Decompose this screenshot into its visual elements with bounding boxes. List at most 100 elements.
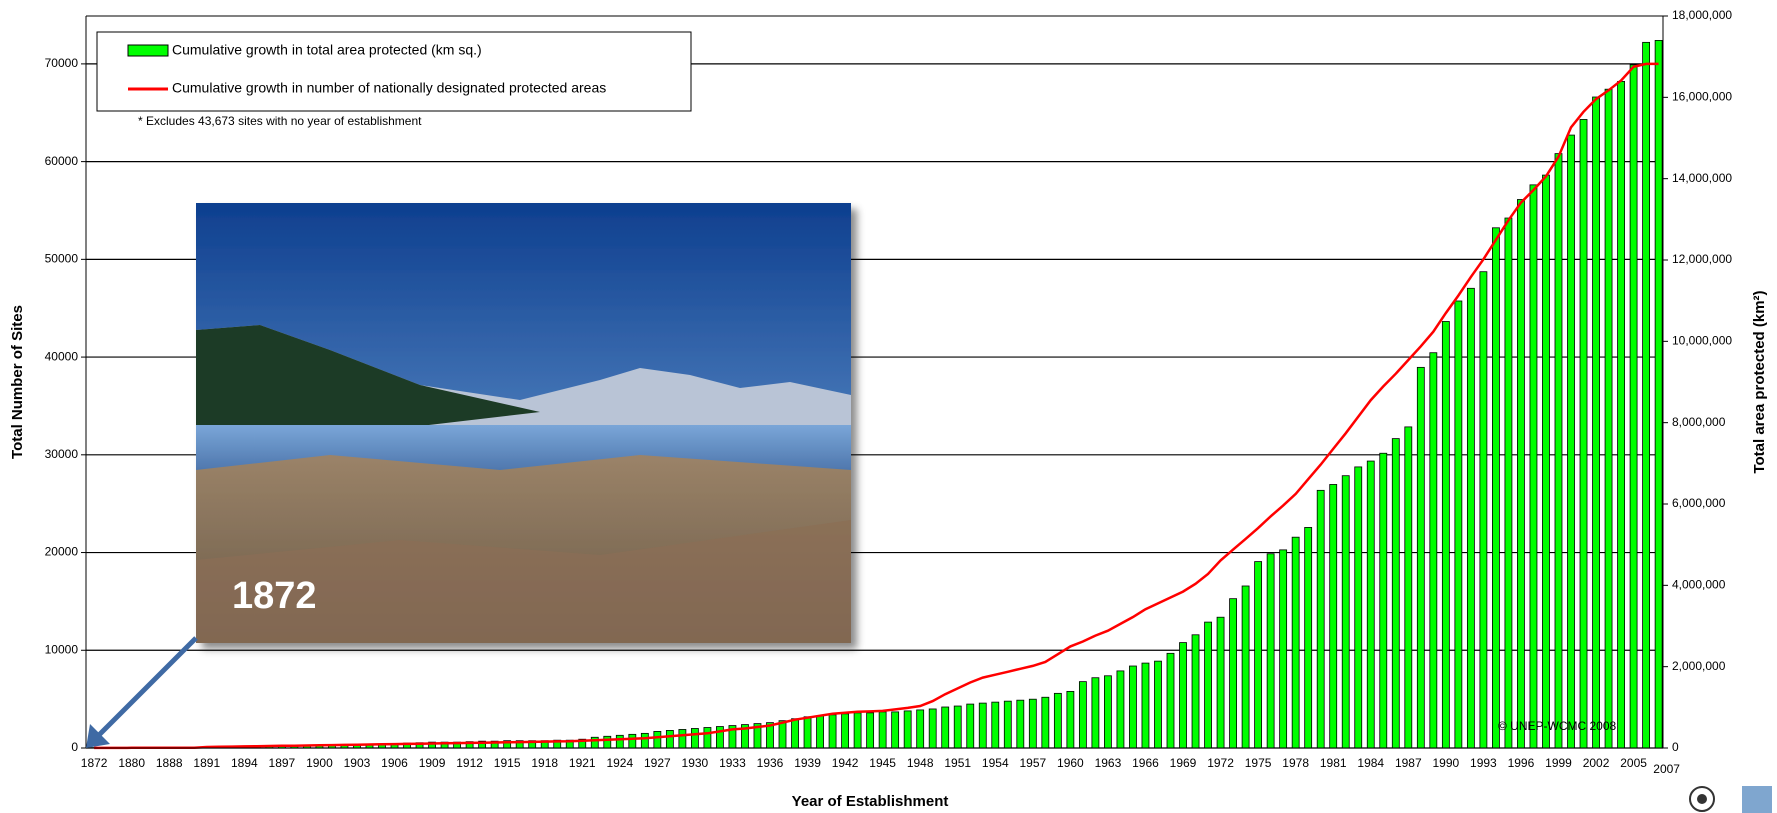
bar — [867, 713, 874, 748]
x-axis-title: Year of Establishment — [792, 793, 949, 810]
bar — [1029, 699, 1036, 748]
bar — [1192, 635, 1199, 748]
x-tick-label: 1984 — [1357, 756, 1384, 770]
bar — [1530, 185, 1537, 748]
y-tick-label: 60000 — [45, 154, 79, 168]
x-tick-label: 1987 — [1395, 756, 1422, 770]
x-tick-label: 1981 — [1320, 756, 1347, 770]
bar — [1180, 643, 1187, 748]
legend: Cumulative growth in total area protecte… — [97, 32, 691, 111]
y2-axis-title: Total area protected (km²) — [1751, 290, 1768, 473]
annotation-year: 1872 — [232, 575, 317, 617]
x-tick-label: 1993 — [1470, 756, 1497, 770]
bar — [679, 729, 686, 748]
legend-swatch — [128, 45, 168, 56]
legend-label: Cumulative growth in number of nationall… — [172, 80, 606, 96]
bar — [804, 717, 811, 748]
bar — [1467, 288, 1474, 748]
x-tick-label: 1969 — [1170, 756, 1197, 770]
y2-tick-label: 12,000,000 — [1672, 252, 1732, 266]
bar — [1292, 537, 1299, 748]
bar — [1242, 586, 1249, 748]
bar — [1267, 554, 1274, 748]
y2-tick-label: 0 — [1672, 740, 1679, 754]
bar — [1129, 666, 1136, 748]
bar — [1392, 439, 1399, 748]
bar — [829, 715, 836, 748]
bar — [1355, 467, 1362, 748]
bar — [967, 704, 974, 748]
x-tick-label: 1975 — [1245, 756, 1272, 770]
bar — [1154, 661, 1161, 748]
bar — [929, 709, 936, 748]
bar — [1280, 550, 1287, 748]
note: * Excludes 43,673 sites with no year of … — [138, 114, 422, 128]
x-tick-label: 1909 — [419, 756, 446, 770]
legend-label: Cumulative growth in total area protecte… — [172, 42, 482, 58]
x-tick-label: 1897 — [269, 756, 296, 770]
bar — [904, 711, 911, 748]
y2-tick-label: 18,000,000 — [1672, 8, 1732, 22]
x-tick-label: 1906 — [381, 756, 408, 770]
bar — [1217, 617, 1224, 748]
y2-tick-label: 8,000,000 — [1672, 415, 1726, 429]
bar — [1580, 119, 1587, 748]
x-tick-label: 2007 — [1653, 762, 1680, 776]
x-tick-label: 1915 — [494, 756, 521, 770]
bar — [1417, 367, 1424, 748]
x-tick-label: 1954 — [982, 756, 1009, 770]
bar — [1305, 527, 1312, 748]
bar — [1067, 691, 1074, 748]
bar — [879, 712, 886, 748]
bar — [629, 734, 636, 748]
x-tick-label: 1924 — [606, 756, 633, 770]
bar — [942, 707, 949, 748]
bar — [1517, 199, 1524, 748]
bar — [1017, 700, 1024, 748]
y-tick-label: 10000 — [45, 642, 79, 656]
bar — [1568, 135, 1575, 748]
bar — [1079, 682, 1086, 748]
bar — [1317, 490, 1324, 748]
bar — [1104, 676, 1111, 748]
bar — [1618, 81, 1625, 748]
bar — [1405, 427, 1412, 748]
x-tick-label: 1918 — [531, 756, 558, 770]
bar — [979, 703, 986, 748]
bar — [1455, 301, 1462, 748]
y-tick-label: 70000 — [45, 56, 79, 70]
y2-tick-label: 14,000,000 — [1672, 171, 1732, 185]
x-tick-label: 1960 — [1057, 756, 1084, 770]
x-tick-label: 1945 — [869, 756, 896, 770]
y2-tick-label: 10,000,000 — [1672, 334, 1732, 348]
x-tick-label: 1996 — [1508, 756, 1535, 770]
bar — [1630, 65, 1637, 748]
bar — [1142, 663, 1149, 748]
bar — [1092, 678, 1099, 748]
bar — [992, 702, 999, 748]
x-tick-label: 1900 — [306, 756, 333, 770]
x-tick-label: 1978 — [1282, 756, 1309, 770]
x-tick-label: 1880 — [118, 756, 145, 770]
bar — [616, 735, 623, 748]
bar — [1643, 42, 1650, 748]
bar — [1505, 218, 1512, 748]
bar — [1555, 154, 1562, 748]
bar — [641, 733, 648, 748]
bar — [1255, 562, 1262, 748]
x-tick-label: 1888 — [156, 756, 183, 770]
x-tick-label: 1891 — [193, 756, 220, 770]
bar — [1380, 453, 1387, 748]
arrow — [86, 638, 196, 748]
bar — [792, 719, 799, 748]
bar — [1230, 599, 1237, 748]
x-tick-label: 1966 — [1132, 756, 1159, 770]
x-tick-label: 1912 — [456, 756, 483, 770]
x-tick-label: 1990 — [1432, 756, 1459, 770]
bar — [691, 728, 698, 748]
x-tick-label: 1903 — [344, 756, 371, 770]
x-tick-label: 1921 — [569, 756, 596, 770]
y2-tick-label: 4,000,000 — [1672, 578, 1726, 592]
logos — [1690, 786, 1772, 813]
x-tick-label: 1872 — [81, 756, 108, 770]
